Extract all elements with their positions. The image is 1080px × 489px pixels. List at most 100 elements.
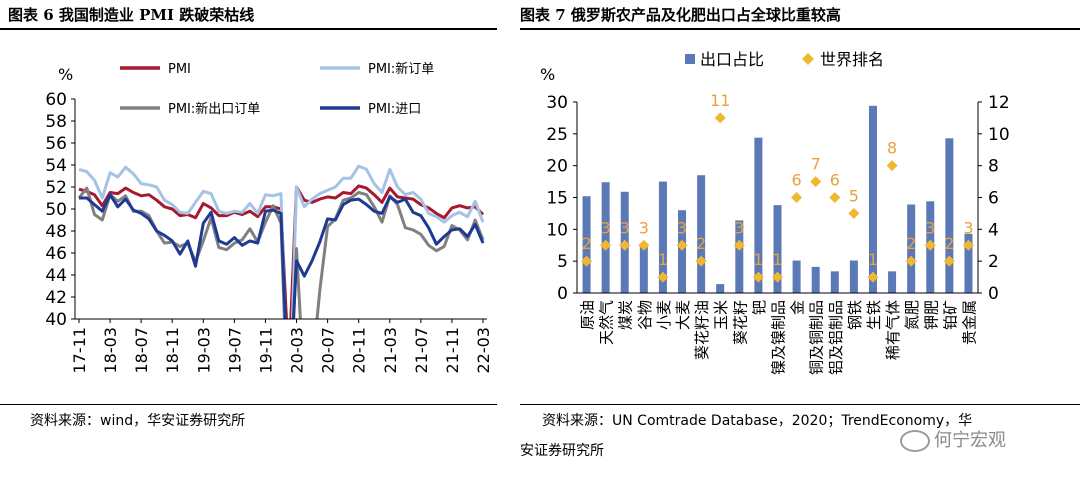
- left-x-tick-label: 21-11: [443, 327, 462, 374]
- world-rank-marker: [886, 160, 898, 172]
- export-share-bar: [811, 266, 820, 293]
- export-share-bar: [754, 137, 763, 293]
- world-rank-label: 3: [639, 218, 649, 237]
- right-left-tick-label: 20: [546, 157, 568, 177]
- category-label: 钾肥: [922, 300, 940, 330]
- left-y-tick-label: 42: [45, 288, 67, 308]
- world-rank-label: 2: [944, 234, 954, 253]
- category-label: 小麦: [655, 300, 673, 330]
- world-rank-marker: [695, 255, 707, 267]
- world-rank-marker: [676, 239, 688, 251]
- left-x-tick-label: 20-07: [319, 327, 338, 374]
- world-rank-label: 2: [581, 234, 591, 253]
- left-legend-label: PMI:新出口订单: [168, 101, 260, 117]
- world-rank-marker: [619, 239, 631, 251]
- world-rank-marker: [962, 239, 974, 251]
- category-label: 铂矿: [941, 300, 959, 330]
- world-rank-label: 6: [830, 171, 840, 190]
- left-x-tick-label: 18-11: [163, 327, 182, 374]
- category-label: 氮肥: [903, 300, 921, 330]
- world-rank-label: 1: [753, 250, 763, 269]
- category-label: 钯: [750, 300, 768, 315]
- world-rank-label: 1: [868, 250, 878, 269]
- left-legend-label: PMI: [168, 62, 191, 77]
- category-label: 镍及镍制品: [770, 300, 788, 375]
- left-source-rule: [0, 404, 497, 405]
- category-label: 煤炭: [617, 300, 635, 330]
- right-left-tick-label: 15: [546, 189, 568, 209]
- world-rank-marker: [791, 192, 803, 203]
- world-rank-label: 3: [734, 218, 744, 237]
- category-label: 铝及铝制品: [827, 300, 845, 375]
- category-label: 谷物: [636, 300, 654, 330]
- left-x-tick-label: 20-11: [350, 327, 369, 374]
- left-y-tick-label: 54: [45, 156, 67, 176]
- export-share-bar: [945, 138, 954, 293]
- legend-bar-swatch: [685, 54, 695, 64]
- left-y-axis-label: %: [58, 65, 73, 84]
- category-label: 大麦: [674, 300, 692, 330]
- category-label: 生铁: [865, 300, 883, 330]
- world-rank-label: 5: [849, 186, 859, 205]
- right-right-tick-label: 4: [988, 220, 999, 240]
- export-share-bar: [964, 233, 973, 293]
- left-y-tick-label: 50: [45, 200, 67, 220]
- world-rank-label: 3: [677, 218, 687, 237]
- category-label: 稀有气体: [884, 300, 902, 360]
- world-rank-marker: [600, 239, 612, 251]
- right-right-tick-label: 0: [988, 284, 999, 304]
- export-share-bar: [907, 204, 916, 293]
- world-rank-marker: [772, 271, 783, 283]
- world-rank-marker: [733, 239, 745, 251]
- export-share-bar: [601, 182, 610, 293]
- left-x-tick-label: 19-03: [194, 327, 213, 374]
- left-source-note: 资料来源：wind，华安证券研究所: [30, 413, 246, 429]
- left-x-tick-label: 18-07: [132, 327, 151, 374]
- category-label: 葵花籽: [731, 300, 749, 345]
- right-right-tick-label: 12: [988, 93, 1010, 113]
- right-left-tick-label: 10: [546, 220, 568, 240]
- export-share-bar: [773, 205, 782, 293]
- category-label: 葵花籽油: [693, 300, 711, 360]
- left-series-line-3: [79, 193, 485, 319]
- left-y-tick-label: 40: [45, 310, 67, 330]
- left-x-tick-label: 21-07: [412, 327, 431, 374]
- world-rank-label: 1: [658, 250, 668, 269]
- world-rank-marker: [867, 271, 879, 283]
- left-x-tick-label: 19-07: [225, 327, 244, 374]
- export-share-bar: [658, 181, 667, 293]
- world-rank-marker: [829, 192, 841, 203]
- world-rank-label: 11: [710, 91, 730, 110]
- export-share-bar: [716, 284, 725, 293]
- legend-rank-label: 世界排名: [820, 50, 884, 69]
- right-title-rule: [520, 28, 1080, 30]
- left-y-tick-label: 56: [45, 134, 67, 154]
- world-rank-label: 3: [601, 218, 611, 237]
- left-x-tick-label: 20-03: [288, 327, 307, 374]
- watermark-text: 何宁宏观: [934, 430, 1006, 451]
- left-y-tick-label: 58: [45, 112, 67, 132]
- world-rank-marker: [714, 112, 726, 124]
- export-share-bar: [678, 210, 687, 293]
- world-rank-label: 3: [620, 218, 630, 237]
- right-left-tick-label: 30: [546, 93, 568, 113]
- world-rank-label: 3: [925, 218, 935, 237]
- left-y-tick-label: 46: [45, 244, 67, 264]
- world-rank-marker: [943, 255, 955, 267]
- left-y-tick-label: 60: [45, 90, 67, 110]
- world-rank-marker: [638, 239, 650, 251]
- export-share-bar: [792, 260, 801, 293]
- world-rank-label: 7: [811, 155, 821, 174]
- left-legend-label: PMI:新订单: [368, 61, 434, 77]
- world-rank-label: 6: [792, 171, 802, 190]
- left-y-tick-label: 44: [45, 266, 67, 286]
- left-legend-label: PMI:进口: [368, 102, 421, 117]
- category-label: 原油: [579, 300, 597, 330]
- world-rank-label: 3: [963, 218, 973, 237]
- right-right-tick-label: 10: [988, 125, 1010, 145]
- right-source-note-line2: 安证券研究所: [520, 443, 604, 459]
- category-label: 天然气: [598, 300, 616, 345]
- left-x-tick-label: 22-03: [474, 327, 493, 374]
